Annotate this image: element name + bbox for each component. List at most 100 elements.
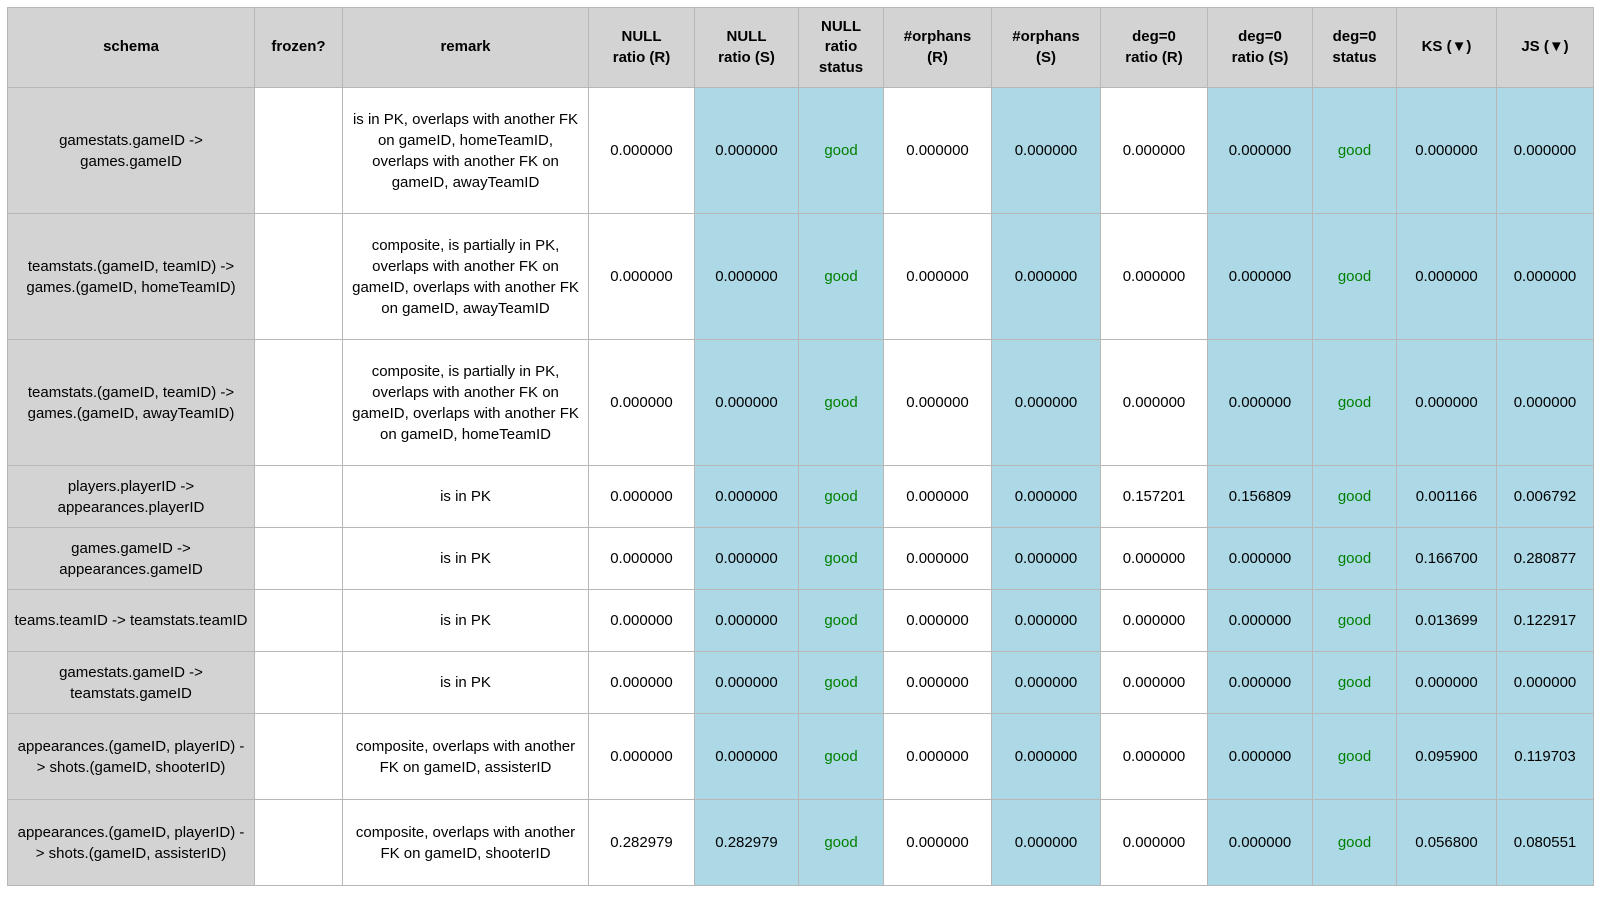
cell-deg0_ratio_s: 0.000000 [1207, 713, 1313, 800]
cell-frozen [254, 651, 343, 714]
cell-deg0_status: good [1312, 87, 1397, 214]
cell-deg0_ratio_s: 0.000000 [1207, 213, 1313, 340]
cell-null_ratio_r: 0.000000 [588, 339, 695, 466]
col-header-ks: KS (▼) [1396, 7, 1497, 88]
table-row: appearances.(gameID, playerID) -> shots.… [7, 799, 1594, 886]
cell-remark: is in PK [342, 527, 589, 590]
col-header-orphans_r: #orphans (R) [883, 7, 992, 88]
cell-frozen [254, 213, 343, 340]
col-header-deg0_status: deg=0 status [1312, 7, 1397, 88]
cell-null_ratio_s: 0.000000 [694, 87, 799, 214]
table-row: games.gameID -> appearances.gameID is in … [7, 527, 1594, 590]
col-header-null_ratio_s: NULL ratio (S) [694, 7, 799, 88]
cell-deg0_status: good [1312, 465, 1397, 528]
cell-schema: gamestats.gameID -> teamstats.gameID [7, 651, 255, 714]
cell-null_ratio_r: 0.282979 [588, 799, 695, 886]
cell-null_ratio_s: 0.000000 [694, 339, 799, 466]
cell-orphans_s: 0.000000 [991, 799, 1101, 886]
cell-null_ratio_status: good [798, 87, 884, 214]
cell-deg0_ratio_r: 0.000000 [1100, 651, 1208, 714]
cell-deg0_ratio_r: 0.000000 [1100, 589, 1208, 652]
cell-null_ratio_s: 0.000000 [694, 589, 799, 652]
cell-ks: 0.000000 [1396, 87, 1497, 214]
cell-orphans_r: 0.000000 [883, 589, 992, 652]
cell-remark: composite, is partially in PK, overlaps … [342, 339, 589, 466]
col-header-frozen: frozen? [254, 7, 343, 88]
cell-deg0_ratio_s: 0.156809 [1207, 465, 1313, 528]
cell-deg0_status: good [1312, 527, 1397, 590]
cell-schema: appearances.(gameID, playerID) -> shots.… [7, 713, 255, 800]
cell-orphans_r: 0.000000 [883, 465, 992, 528]
cell-frozen [254, 87, 343, 214]
cell-deg0_ratio_r: 0.000000 [1100, 87, 1208, 214]
cell-orphans_s: 0.000000 [991, 339, 1101, 466]
fk-quality-table: schema frozen? remark NULL ratio (R) NULL ra… [7, 7, 1594, 886]
cell-deg0_status: good [1312, 651, 1397, 714]
cell-remark: is in PK, overlaps with another FK on ga… [342, 87, 589, 214]
cell-null_ratio_status: good [798, 713, 884, 800]
cell-deg0_ratio_s: 0.000000 [1207, 339, 1313, 466]
cell-ks: 0.000000 [1396, 339, 1497, 466]
cell-js: 0.280877 [1496, 527, 1594, 590]
cell-frozen [254, 799, 343, 886]
cell-deg0_status: good [1312, 213, 1397, 340]
cell-schema: teamstats.(gameID, teamID) -> games.(gam… [7, 339, 255, 466]
cell-null_ratio_s: 0.000000 [694, 213, 799, 340]
table-row: teamstats.(gameID, teamID) -> games.(gam… [7, 339, 1594, 466]
cell-ks: 0.095900 [1396, 713, 1497, 800]
cell-schema: teams.teamID -> teamstats.teamID [7, 589, 255, 652]
cell-null_ratio_r: 0.000000 [588, 527, 695, 590]
cell-js: 0.000000 [1496, 651, 1594, 714]
cell-null_ratio_status: good [798, 527, 884, 590]
cell-orphans_s: 0.000000 [991, 589, 1101, 652]
cell-null_ratio_r: 0.000000 [588, 213, 695, 340]
cell-null_ratio_r: 0.000000 [588, 651, 695, 714]
cell-null_ratio_r: 0.000000 [588, 465, 695, 528]
table-row: players.playerID -> appearances.playerID… [7, 465, 1594, 528]
cell-null_ratio_s: 0.000000 [694, 527, 799, 590]
cell-frozen [254, 465, 343, 528]
cell-orphans_s: 0.000000 [991, 213, 1101, 340]
cell-deg0_ratio_r: 0.000000 [1100, 213, 1208, 340]
cell-null_ratio_s: 0.000000 [694, 713, 799, 800]
table-row: appearances.(gameID, playerID) -> shots.… [7, 713, 1594, 800]
cell-deg0_status: good [1312, 589, 1397, 652]
cell-deg0_ratio_r: 0.000000 [1100, 713, 1208, 800]
cell-deg0_status: good [1312, 713, 1397, 800]
cell-null_ratio_status: good [798, 799, 884, 886]
cell-orphans_r: 0.000000 [883, 339, 992, 466]
table-row: gamestats.gameID -> games.gameID is in PK… [7, 87, 1594, 214]
cell-ks: 0.056800 [1396, 799, 1497, 886]
cell-schema: games.gameID -> appearances.gameID [7, 527, 255, 590]
cell-null_ratio_s: 0.000000 [694, 465, 799, 528]
col-header-js: JS (▼) [1496, 7, 1594, 88]
cell-null_ratio_status: good [798, 651, 884, 714]
cell-null_ratio_r: 0.000000 [588, 713, 695, 800]
cell-deg0_ratio_r: 0.000000 [1100, 339, 1208, 466]
table-row: gamestats.gameID -> teamstats.gameID is i… [7, 651, 1594, 714]
cell-null_ratio_status: good [798, 465, 884, 528]
cell-orphans_r: 0.000000 [883, 713, 992, 800]
cell-js: 0.080551 [1496, 799, 1594, 886]
cell-ks: 0.013699 [1396, 589, 1497, 652]
cell-frozen [254, 339, 343, 466]
cell-remark: composite, overlaps with another FK on g… [342, 713, 589, 800]
cell-deg0_ratio_s: 0.000000 [1207, 651, 1313, 714]
header-row: schema frozen? remark NULL ratio (R) NULL ra… [7, 7, 1594, 88]
table-row: teams.teamID -> teamstats.teamID is in PK… [7, 589, 1594, 652]
cell-deg0_status: good [1312, 339, 1397, 466]
cell-ks: 0.166700 [1396, 527, 1497, 590]
cell-frozen [254, 527, 343, 590]
cell-deg0_ratio_r: 0.000000 [1100, 527, 1208, 590]
cell-orphans_s: 0.000000 [991, 527, 1101, 590]
col-header-deg0_ratio_s: deg=0 ratio (S) [1207, 7, 1313, 88]
cell-null_ratio_r: 0.000000 [588, 87, 695, 214]
cell-null_ratio_s: 0.282979 [694, 799, 799, 886]
cell-ks: 0.000000 [1396, 651, 1497, 714]
cell-deg0_ratio_s: 0.000000 [1207, 799, 1313, 886]
cell-js: 0.000000 [1496, 213, 1594, 340]
cell-null_ratio_status: good [798, 213, 884, 340]
cell-deg0_ratio_r: 0.157201 [1100, 465, 1208, 528]
cell-js: 0.000000 [1496, 87, 1594, 214]
